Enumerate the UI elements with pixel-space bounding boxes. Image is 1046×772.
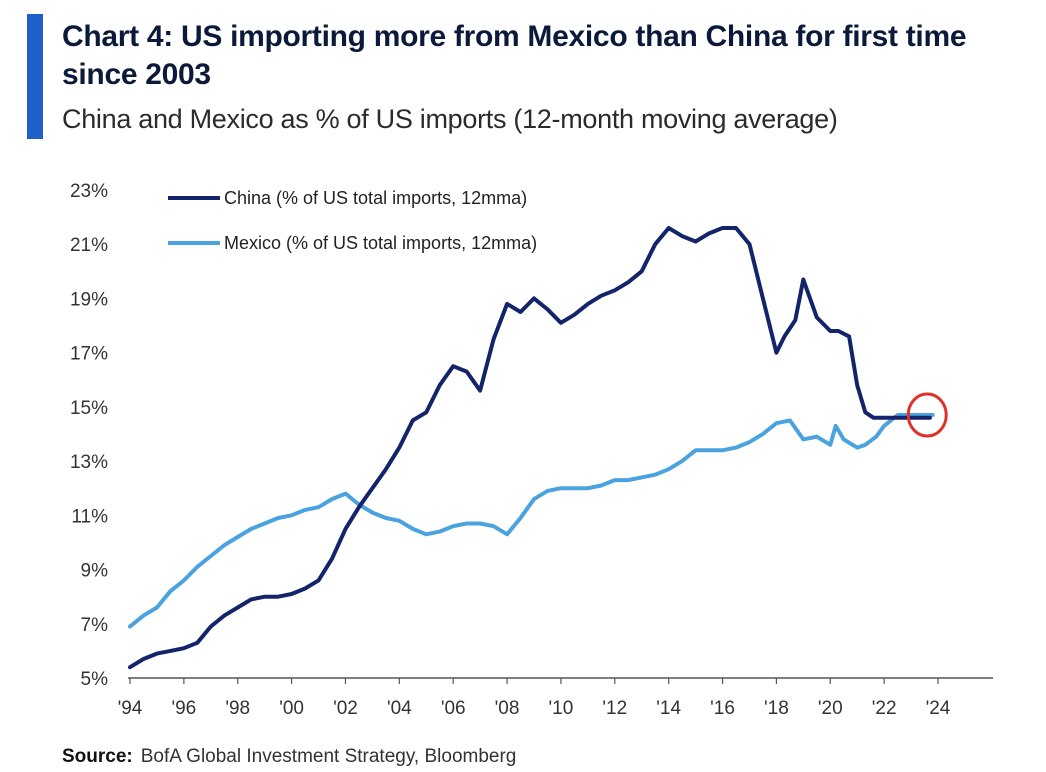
x-tick-label: '00 (279, 698, 304, 719)
x-tick-label: '94 (118, 698, 143, 719)
source-line: Source: BofA Global Investment Strategy, … (62, 746, 516, 768)
x-tick-label: '96 (171, 698, 196, 719)
y-tick-label: 17% (70, 344, 108, 365)
x-tick-label: '16 (710, 698, 735, 719)
x-tick-label: '10 (549, 698, 574, 719)
y-tick-label: 9% (81, 561, 109, 582)
chart-subtitle: China and Mexico as % of US imports (12-… (62, 104, 838, 134)
x-tick-label: '04 (387, 698, 412, 719)
chart-title: Chart 4: US importing more from Mexico t… (62, 20, 967, 91)
source-label: Source: (62, 746, 133, 767)
y-tick-label: 11% (71, 506, 108, 527)
x-tick-label: '14 (656, 698, 681, 719)
x-tick-label: '08 (495, 698, 520, 719)
x-tick-label: '06 (441, 698, 466, 719)
x-tick-label: '98 (225, 698, 250, 719)
title-accent-bar (27, 14, 43, 139)
source-text: BofA Global Investment Strategy, Bloombe… (140, 746, 517, 767)
y-tick-label: 13% (70, 452, 108, 473)
x-tick-label: '20 (818, 698, 843, 719)
legend-label-mexico: Mexico (% of US total imports, 12mma) (224, 233, 537, 253)
china-series-line (128, 226, 932, 670)
y-tick-label: 15% (70, 398, 108, 419)
y-tick-label: 5% (81, 669, 109, 690)
legend: China (% of US total imports, 12mma) Mexi… (168, 188, 537, 253)
plot-area (128, 226, 935, 670)
x-axis: '94 '96 '98 '00 '02 '04 '06 '08 '10 '12 '14 '16 '18 '… (118, 677, 993, 719)
y-tick-label: 19% (70, 289, 108, 310)
crossover-highlight-circle (906, 392, 948, 438)
y-axis: 5% 7% 9% 11% 13% 15% 17% 19% 21% 23% (70, 181, 108, 690)
y-tick-label: 21% (70, 235, 108, 256)
legend-label-china: China (% of US total imports, 12mma) (224, 188, 527, 208)
y-tick-label: 7% (81, 615, 109, 636)
annotation (906, 392, 948, 438)
x-tick-label: '22 (872, 698, 897, 719)
x-tick-label: '12 (602, 698, 627, 719)
x-tick-label: '02 (333, 698, 358, 719)
x-tick-label: '18 (764, 698, 789, 719)
y-tick-label: 23% (70, 181, 108, 202)
x-tick-label: '24 (926, 698, 951, 719)
mexico-series-line (128, 413, 935, 629)
